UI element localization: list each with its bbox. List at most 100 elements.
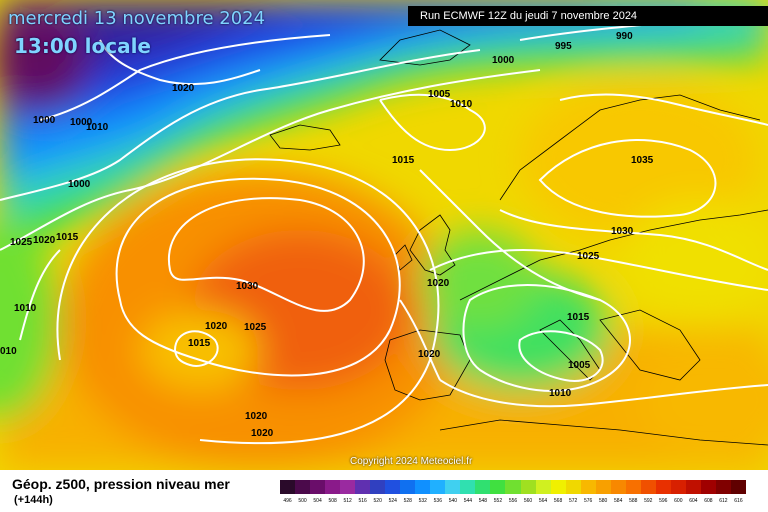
isobar-label: 1000	[492, 55, 515, 66]
scale-swatch	[505, 480, 521, 494]
scale-label: 588	[629, 498, 638, 504]
isobar-label: 1010	[14, 303, 37, 314]
scale-label: 496	[283, 498, 292, 504]
scale-swatch	[325, 480, 341, 494]
color-scale-labels: 496 500 504 508 512 516 520 524 528 532 536 540 544 5…	[280, 498, 746, 508]
scale-swatch	[715, 480, 731, 494]
scale-swatch	[670, 480, 686, 494]
isobar-label: 1030	[611, 226, 634, 237]
legend-panel: Géop. z500, pression niveau mer (+144h) …	[0, 470, 768, 512]
scale-label: 580	[599, 498, 608, 504]
scale-label: 568	[553, 498, 563, 504]
scale-label: 524	[388, 498, 397, 504]
scale-label: 520	[373, 498, 382, 504]
scale-swatch	[685, 480, 701, 494]
scale-label: 512	[343, 498, 352, 504]
isobars	[0, 14, 768, 445]
scale-label: 544	[463, 498, 473, 504]
scale-swatch	[655, 480, 671, 494]
weather-map: mercredi 13 novembre 2024 13:00 locale R…	[0, 0, 768, 470]
scale-label: 576	[583, 498, 593, 504]
legend-subtitle: (+144h)	[14, 494, 53, 506]
scale-label: 540	[448, 498, 458, 504]
scale-swatch	[700, 480, 716, 494]
run-info: Run ECMWF 12Z du jeudi 7 novembre 2024	[408, 6, 768, 26]
isobar-label: 995	[555, 41, 572, 52]
isobar-label: 1020	[418, 349, 441, 360]
scale-label: 508	[328, 498, 337, 504]
color-scale	[280, 480, 746, 494]
isobar-label: 1020	[172, 83, 195, 94]
scale-label: 548	[478, 498, 488, 504]
isobar-label: 990	[616, 31, 633, 42]
isobar-label: 1025	[577, 251, 600, 262]
scale-label: 608	[704, 498, 713, 504]
scale-swatch	[280, 480, 296, 494]
scale-swatch	[385, 480, 401, 494]
scale-swatch	[295, 480, 311, 494]
copyright-text: Copyright 2024 Meteociel.fr	[350, 456, 473, 467]
scale-swatch	[550, 480, 566, 494]
isobar-label: 1010	[86, 122, 109, 133]
isobar-label: 1015	[188, 338, 211, 349]
isobar-label: 1020	[251, 428, 274, 439]
scale-swatch	[730, 480, 746, 494]
scale-swatch	[595, 480, 611, 494]
isobar-label: 1020	[33, 235, 56, 246]
isobar-label: 1020	[427, 278, 450, 289]
scale-label: 556	[508, 498, 518, 504]
forecast-date: mercredi 13 novembre 2024	[8, 8, 266, 29]
scale-swatch	[520, 480, 536, 494]
scale-label: 504	[313, 498, 322, 504]
scale-label: 532	[418, 498, 427, 504]
scale-swatch	[580, 480, 596, 494]
scale-label: 500	[298, 498, 307, 504]
scale-swatch	[460, 480, 476, 494]
scale-swatch	[610, 480, 626, 494]
isobar-label: 1005	[568, 360, 591, 371]
scale-swatch	[370, 480, 386, 494]
scale-swatch	[310, 480, 326, 494]
isobar-label: 1000	[70, 117, 93, 128]
forecast-time: 13:00 locale	[14, 34, 151, 58]
scale-swatch	[355, 480, 371, 494]
scale-label: 552	[493, 498, 503, 504]
scale-swatch	[445, 480, 461, 494]
scale-label: 596	[659, 498, 668, 504]
isobar-label: 1020	[205, 321, 228, 332]
scale-swatch	[415, 480, 431, 494]
scale-label: 612	[719, 498, 728, 504]
scale-label: 600	[674, 498, 683, 504]
scale-swatch	[535, 480, 551, 494]
scale-label: 528	[403, 498, 412, 504]
scale-label: 592	[644, 498, 653, 504]
isobar-label: 1015	[56, 232, 79, 243]
scale-swatch	[565, 480, 581, 494]
geopotential-field	[0, 0, 768, 470]
scale-swatch	[490, 480, 506, 494]
scale-label: 572	[568, 498, 578, 504]
isobar-label: 1035	[631, 155, 654, 166]
isobar-label: 1025	[10, 237, 33, 248]
coastlines	[269, 29, 768, 446]
isobar-label: 1015	[567, 312, 590, 323]
isobar-label: 1010	[549, 388, 572, 399]
scale-swatch	[640, 480, 656, 494]
scale-swatch	[430, 480, 446, 494]
isobar-label: 1025	[244, 322, 267, 333]
map-canvas	[0, 0, 768, 470]
scale-swatch	[400, 480, 416, 494]
scale-swatch	[475, 480, 491, 494]
scale-label: 516	[358, 498, 367, 504]
scale-label: 616	[734, 498, 743, 504]
scale-label: 604	[689, 498, 698, 504]
scale-label: 536	[433, 498, 442, 504]
isobar-label: 1005	[428, 89, 451, 100]
scale-label: 564	[538, 498, 548, 504]
isobar-label: 1015	[392, 155, 415, 166]
isobar-label: 1010	[450, 99, 473, 110]
legend-title: Géop. z500, pression niveau mer	[12, 476, 230, 492]
isobar-label: 1020	[245, 411, 268, 422]
scale-swatch	[340, 480, 356, 494]
scale-swatch	[625, 480, 641, 494]
